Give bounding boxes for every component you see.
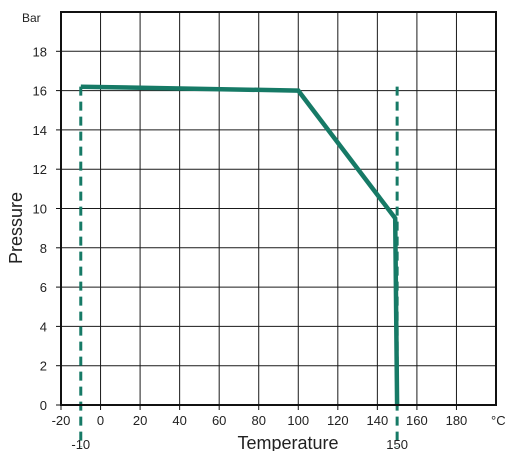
y-tick-label: 14 bbox=[33, 123, 47, 138]
y-unit-label: Bar bbox=[22, 11, 41, 25]
y-tick-label: 0 bbox=[40, 398, 47, 413]
x-tick-label: 60 bbox=[212, 413, 226, 428]
y-tick-label: 16 bbox=[33, 84, 47, 99]
y-tick-labels: 0 2 4 6 8 10 12 14 16 18 bbox=[33, 44, 47, 413]
x-tick-labels: -20 0 20 40 60 80 100 120 140 160 180 bbox=[52, 413, 468, 428]
y-tick-label: 6 bbox=[40, 280, 47, 295]
x-tick-label: 140 bbox=[367, 413, 389, 428]
x-unit-label: °C bbox=[491, 413, 506, 428]
grid-lines bbox=[60, 12, 496, 406]
pressure-curve bbox=[80, 84, 400, 406]
reference-line-label: 150 bbox=[386, 437, 408, 451]
x-tick-label: -20 bbox=[52, 413, 71, 428]
x-axis-title: Temperature bbox=[237, 433, 338, 451]
x-tick-label: 0 bbox=[97, 413, 104, 428]
x-tick-label: 100 bbox=[287, 413, 309, 428]
reference-lines bbox=[79, 86, 399, 447]
x-tick-label: 180 bbox=[446, 413, 468, 428]
reference-line-label: -10 bbox=[71, 437, 90, 451]
y-tick-label: 12 bbox=[33, 162, 47, 177]
plot-frame bbox=[56, 11, 497, 410]
y-tick-label: 18 bbox=[33, 44, 47, 59]
x-tick-label: 160 bbox=[406, 413, 428, 428]
x-tick-label: 120 bbox=[327, 413, 349, 428]
y-tick-label: 4 bbox=[40, 319, 47, 334]
y-tick-label: 10 bbox=[33, 202, 47, 217]
reference-line-labels: -10 150 bbox=[71, 437, 408, 451]
series-group bbox=[80, 84, 400, 406]
x-tick-label: 40 bbox=[172, 413, 186, 428]
y-tick-label: 2 bbox=[40, 359, 47, 374]
y-axis-title: Pressure bbox=[6, 192, 26, 264]
x-tick-label: 80 bbox=[251, 413, 265, 428]
y-tick-label: 8 bbox=[40, 241, 47, 256]
x-tick-label: 20 bbox=[133, 413, 147, 428]
